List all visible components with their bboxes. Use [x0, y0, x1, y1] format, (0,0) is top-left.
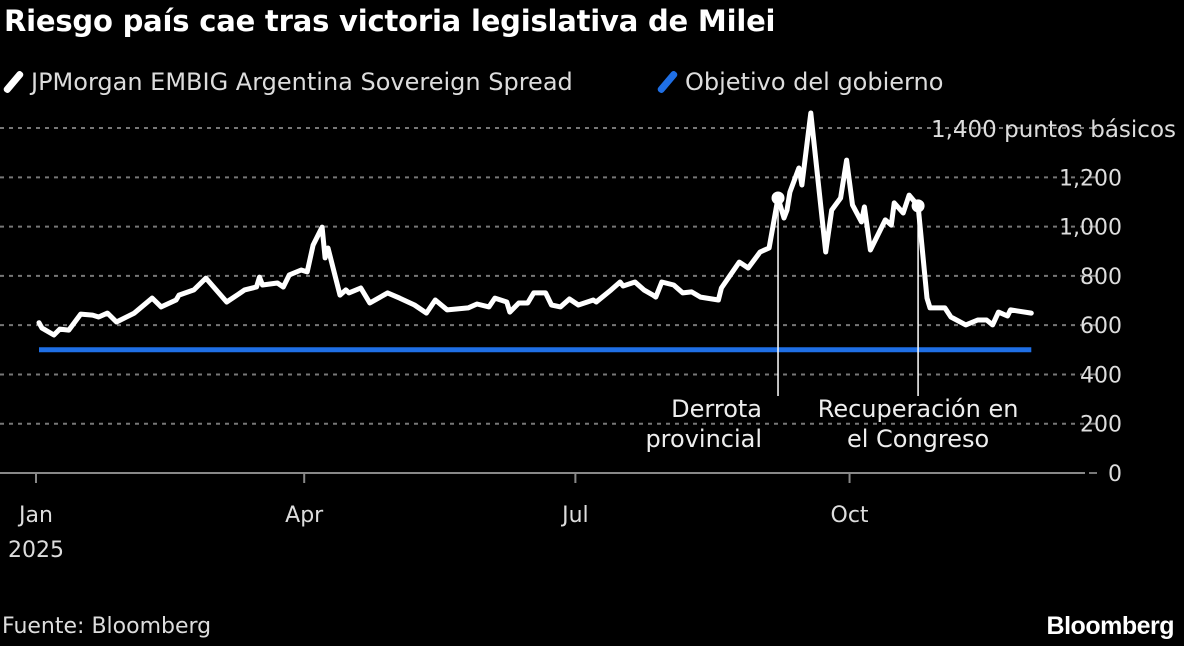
- footer-source: Fuente: Bloomberg: [2, 614, 212, 639]
- annotation-label: Recuperación en: [818, 395, 1019, 423]
- y-tick-label: 800: [1080, 265, 1122, 290]
- y-unit-label: 1,400 puntos básicos: [931, 117, 1176, 143]
- x-tick-label: Oct: [831, 503, 869, 528]
- y-tick-label: 1,000: [1059, 216, 1122, 241]
- annotation-marker: [911, 199, 925, 213]
- legend-label-spread: JPMorgan EMBIG Argentina Sovereign Sprea…: [31, 68, 573, 96]
- annotation-label: el Congreso: [847, 425, 989, 453]
- y-tick-label: 1,200: [1059, 166, 1122, 191]
- spread-line: [36, 110, 1034, 338]
- y-tick-label: 200: [1080, 413, 1122, 438]
- bloomberg-logo: Bloomberg: [1046, 612, 1175, 640]
- legend-label-target: Objetivo del gobierno: [685, 68, 944, 96]
- x-tick-sublabel: 2025: [8, 538, 64, 563]
- x-tick-label: Jul: [560, 503, 589, 528]
- annotation-label: Derrota: [671, 395, 762, 423]
- y-tick-label: 400: [1080, 363, 1122, 388]
- legend-item-target: Objetivo del gobierno: [656, 68, 944, 96]
- x-tick-label: Jan: [17, 503, 53, 528]
- legend-item-spread: JPMorgan EMBIG Argentina Sovereign Sprea…: [2, 68, 573, 96]
- y-tick-label: 0: [1108, 462, 1122, 487]
- chart-title: Riesgo país cae tras victoria legislativ…: [4, 4, 776, 38]
- annotation-marker: [771, 191, 785, 205]
- annotation-label: provincial: [645, 425, 762, 453]
- y-tick-label: 600: [1080, 314, 1122, 339]
- x-tick-label: Apr: [285, 503, 324, 528]
